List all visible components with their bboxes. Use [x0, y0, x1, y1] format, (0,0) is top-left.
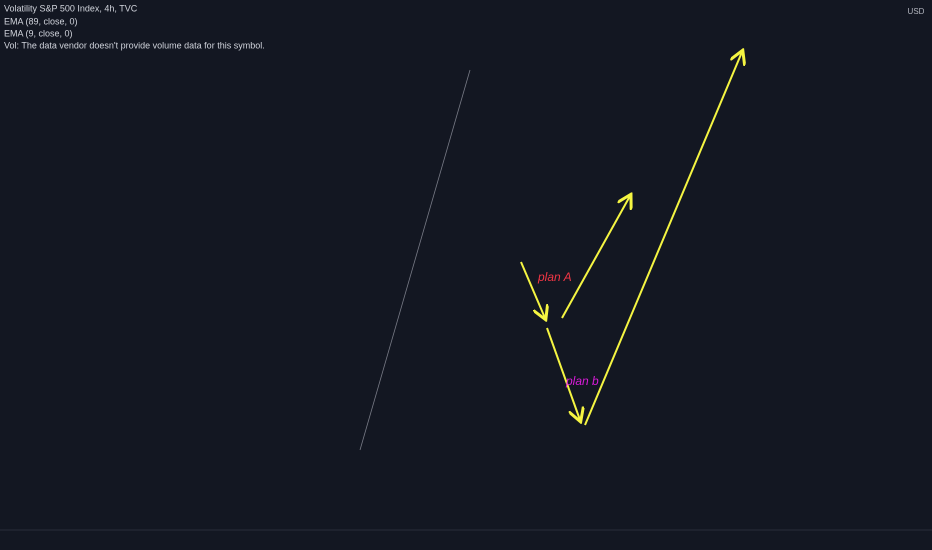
- indicator: Vol: The data vendor doesn't provide vol…: [4, 40, 265, 50]
- currency: USD: [908, 7, 925, 16]
- indicator: EMA (89, close, 0): [4, 16, 78, 26]
- annotation: plan A: [537, 270, 572, 284]
- title: Volatility S&P 500 Index, 4h, TVC: [4, 3, 138, 13]
- annotation: plan b: [565, 374, 599, 388]
- arrow: [546, 327, 580, 420]
- arrow: [561, 196, 630, 319]
- indicator: EMA (9, close, 0): [4, 28, 73, 38]
- trend-line: [359, 69, 471, 451]
- price-axis: [900, 0, 932, 530]
- arrow: [520, 261, 545, 318]
- arrow: [584, 52, 742, 426]
